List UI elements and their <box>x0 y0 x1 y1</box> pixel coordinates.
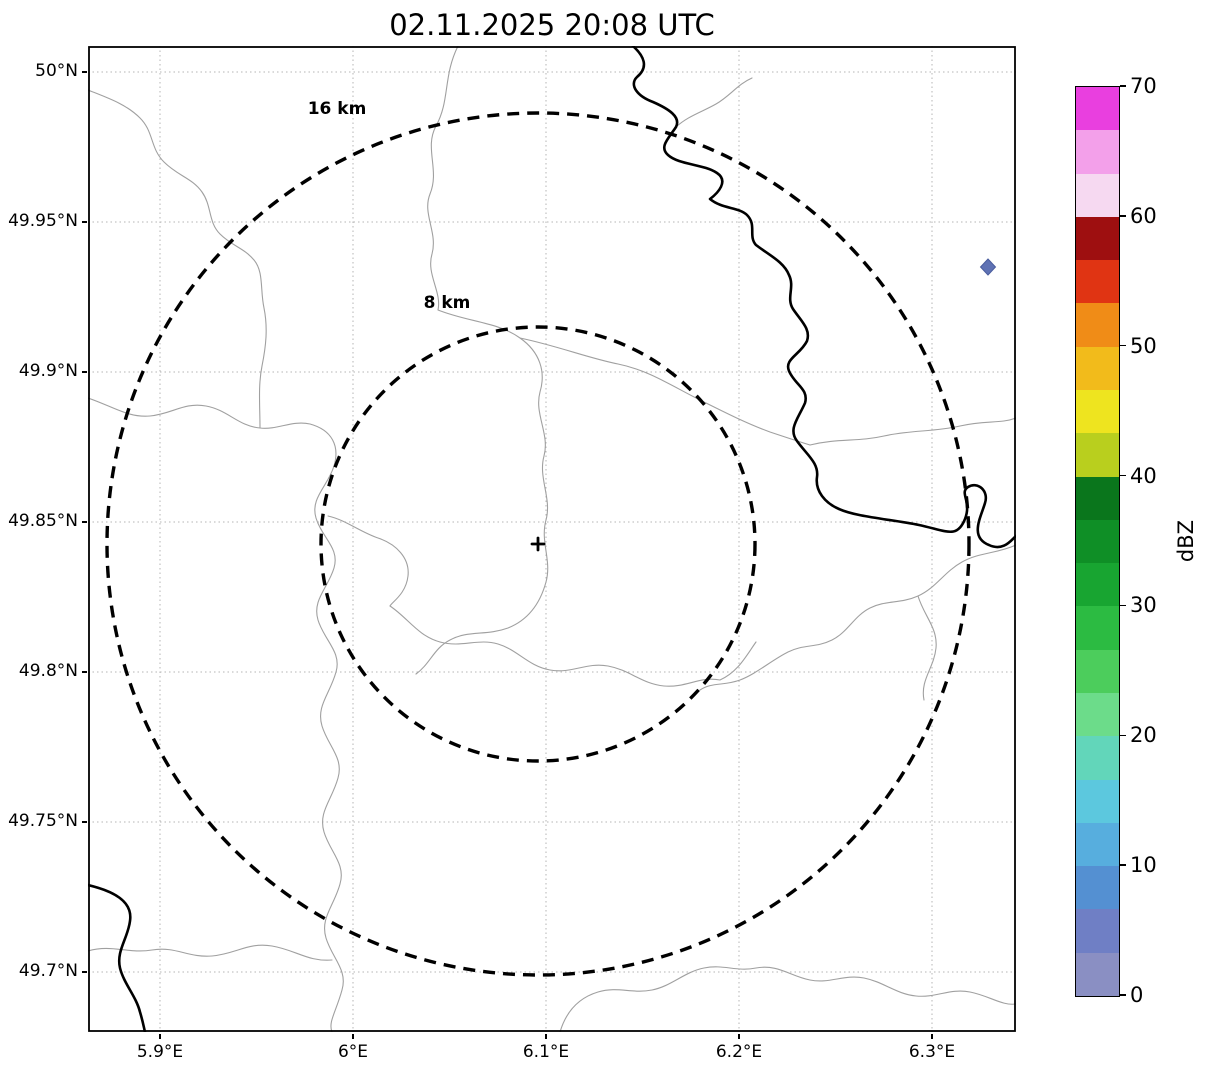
axes-frame <box>88 46 1016 1032</box>
y-tick-label: 50°N <box>35 61 78 81</box>
colorbar-band <box>1076 866 1119 910</box>
graticule <box>88 46 1016 1032</box>
colorbar-band <box>1076 303 1119 347</box>
y-tick-label: 49.85°N <box>8 511 78 531</box>
colorbar-band <box>1076 563 1119 607</box>
colorbar-tick-mark <box>1120 215 1126 217</box>
colorbar-band <box>1076 216 1119 261</box>
colorbar-band <box>1076 952 1119 996</box>
x-tick-label: 5.9°E <box>136 1042 184 1062</box>
colorbar-band <box>1076 346 1119 390</box>
colorbar-band <box>1076 260 1119 304</box>
municipal-boundaries <box>88 46 1016 1032</box>
colorbar-tick-label: 50 <box>1130 333 1157 358</box>
border-line <box>631 46 1016 549</box>
x-tick-mark <box>352 1034 354 1039</box>
colorbar-tick-label: 30 <box>1130 593 1157 618</box>
range-ring-16km <box>105 111 971 977</box>
y-tick-label: 49.8°N <box>18 661 78 681</box>
y-tick-mark <box>81 971 87 973</box>
x-tick-label: 6.1°E <box>522 1042 570 1062</box>
boundary-line <box>917 595 937 701</box>
colorbar-band <box>1076 822 1119 867</box>
radar-echo <box>979 258 997 276</box>
y-tick-mark <box>81 221 87 223</box>
colorbar-band <box>1076 692 1119 737</box>
y-tick-label: 49.75°N <box>8 811 78 831</box>
boundary-line <box>519 337 811 446</box>
x-tick-mark <box>931 1034 933 1039</box>
colorbar-tick-label: 60 <box>1130 203 1157 228</box>
x-tick-mark <box>545 1034 547 1039</box>
colorbar-tick-label: 10 <box>1130 853 1157 878</box>
colorbar-label: dBZ <box>1174 519 1198 563</box>
x-tick-label: 6.2°E <box>715 1042 763 1062</box>
border-line <box>88 883 147 1032</box>
colorbar-band <box>1076 736 1119 780</box>
y-tick-mark <box>81 71 87 73</box>
colorbar-tick-label: 0 <box>1130 983 1144 1007</box>
boundary-line <box>389 605 757 687</box>
colorbar-band <box>1076 909 1119 953</box>
colorbar-tick-mark <box>1120 994 1126 996</box>
colorbar-band <box>1076 606 1119 650</box>
y-tick-label: 49.7°N <box>18 961 78 981</box>
boundary-line <box>88 944 333 961</box>
colorbar-band <box>1076 649 1119 693</box>
colorbar-band <box>1076 130 1119 174</box>
colorbar-band <box>1076 519 1119 564</box>
colorbar-tick-label: 20 <box>1130 723 1157 748</box>
colorbar-bands <box>1076 87 1119 996</box>
y-tick-label: 49.9°N <box>18 361 78 381</box>
x-tick-label: 6.3°E <box>908 1042 956 1062</box>
y-tick-mark <box>81 671 87 673</box>
map-plot: 16 km 8 km <box>88 46 1016 1032</box>
range-ring-8km <box>319 325 757 763</box>
boundary-line <box>675 77 753 128</box>
colorbar-tick-label: 70 <box>1130 74 1157 98</box>
boundary-line <box>88 89 267 429</box>
boundary-line <box>809 417 1016 446</box>
colorbar-tick-mark <box>1120 474 1126 477</box>
colorbar <box>1075 86 1120 997</box>
colorbar-tick-mark <box>1120 864 1126 866</box>
colorbar-band <box>1076 173 1119 217</box>
colorbar-band <box>1076 87 1119 131</box>
range-ring-8km-label: 8 km <box>424 293 471 313</box>
radar-site-marker <box>530 536 546 552</box>
boundary-line <box>699 544 1016 691</box>
country-border <box>88 46 1016 1032</box>
colorbar-tick-mark <box>1120 734 1126 737</box>
boundary-line <box>559 966 1016 1032</box>
y-tick-label: 49.95°N <box>8 211 78 231</box>
colorbar-band <box>1076 389 1119 434</box>
x-tick-label: 6°E <box>337 1042 369 1062</box>
boundary-line <box>88 397 344 1032</box>
x-tick-mark <box>738 1034 740 1039</box>
boundary-line <box>415 46 549 675</box>
colorbar-tick-label: 40 <box>1130 463 1157 488</box>
plot-title: 02.11.2025 20:08 UTC <box>389 8 715 42</box>
colorbar-tick-mark <box>1120 344 1126 347</box>
y-tick-mark <box>81 371 87 373</box>
colorbar-tick-mark <box>1120 604 1126 607</box>
range-ring-16km-label: 16 km <box>308 99 367 119</box>
y-tick-mark <box>81 521 87 523</box>
map-canvas: 16 km 8 km <box>88 46 1016 1032</box>
y-tick-mark <box>81 821 87 823</box>
boundary-line <box>327 515 409 607</box>
colorbar-tick-mark <box>1120 85 1126 87</box>
colorbar-band <box>1076 779 1119 823</box>
colorbar-band <box>1076 476 1119 520</box>
colorbar-band <box>1076 433 1119 477</box>
x-tick-mark <box>159 1034 161 1039</box>
